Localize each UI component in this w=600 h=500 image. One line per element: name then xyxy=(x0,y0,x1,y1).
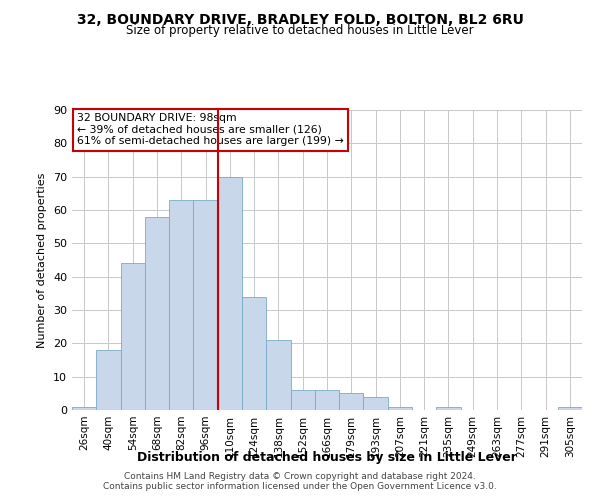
Bar xyxy=(218,176,242,410)
Text: 32 BOUNDARY DRIVE: 98sqm
← 39% of detached houses are smaller (126)
61% of semi-: 32 BOUNDARY DRIVE: 98sqm ← 39% of detach… xyxy=(77,113,344,146)
Bar xyxy=(193,200,218,410)
Bar xyxy=(315,390,339,410)
Bar xyxy=(558,406,582,410)
Bar xyxy=(72,406,96,410)
Bar xyxy=(339,394,364,410)
Bar xyxy=(388,406,412,410)
Y-axis label: Number of detached properties: Number of detached properties xyxy=(37,172,47,348)
Text: Distribution of detached houses by size in Little Lever: Distribution of detached houses by size … xyxy=(137,451,517,464)
Text: Size of property relative to detached houses in Little Lever: Size of property relative to detached ho… xyxy=(126,24,474,37)
Bar xyxy=(242,296,266,410)
Bar xyxy=(266,340,290,410)
Bar xyxy=(290,390,315,410)
Text: Contains HM Land Registry data © Crown copyright and database right 2024.: Contains HM Land Registry data © Crown c… xyxy=(124,472,476,481)
Text: Contains public sector information licensed under the Open Government Licence v3: Contains public sector information licen… xyxy=(103,482,497,491)
Bar xyxy=(145,216,169,410)
Bar xyxy=(121,264,145,410)
Bar xyxy=(169,200,193,410)
Bar xyxy=(436,406,461,410)
Text: 32, BOUNDARY DRIVE, BRADLEY FOLD, BOLTON, BL2 6RU: 32, BOUNDARY DRIVE, BRADLEY FOLD, BOLTON… xyxy=(77,12,523,26)
Bar xyxy=(96,350,121,410)
Bar xyxy=(364,396,388,410)
